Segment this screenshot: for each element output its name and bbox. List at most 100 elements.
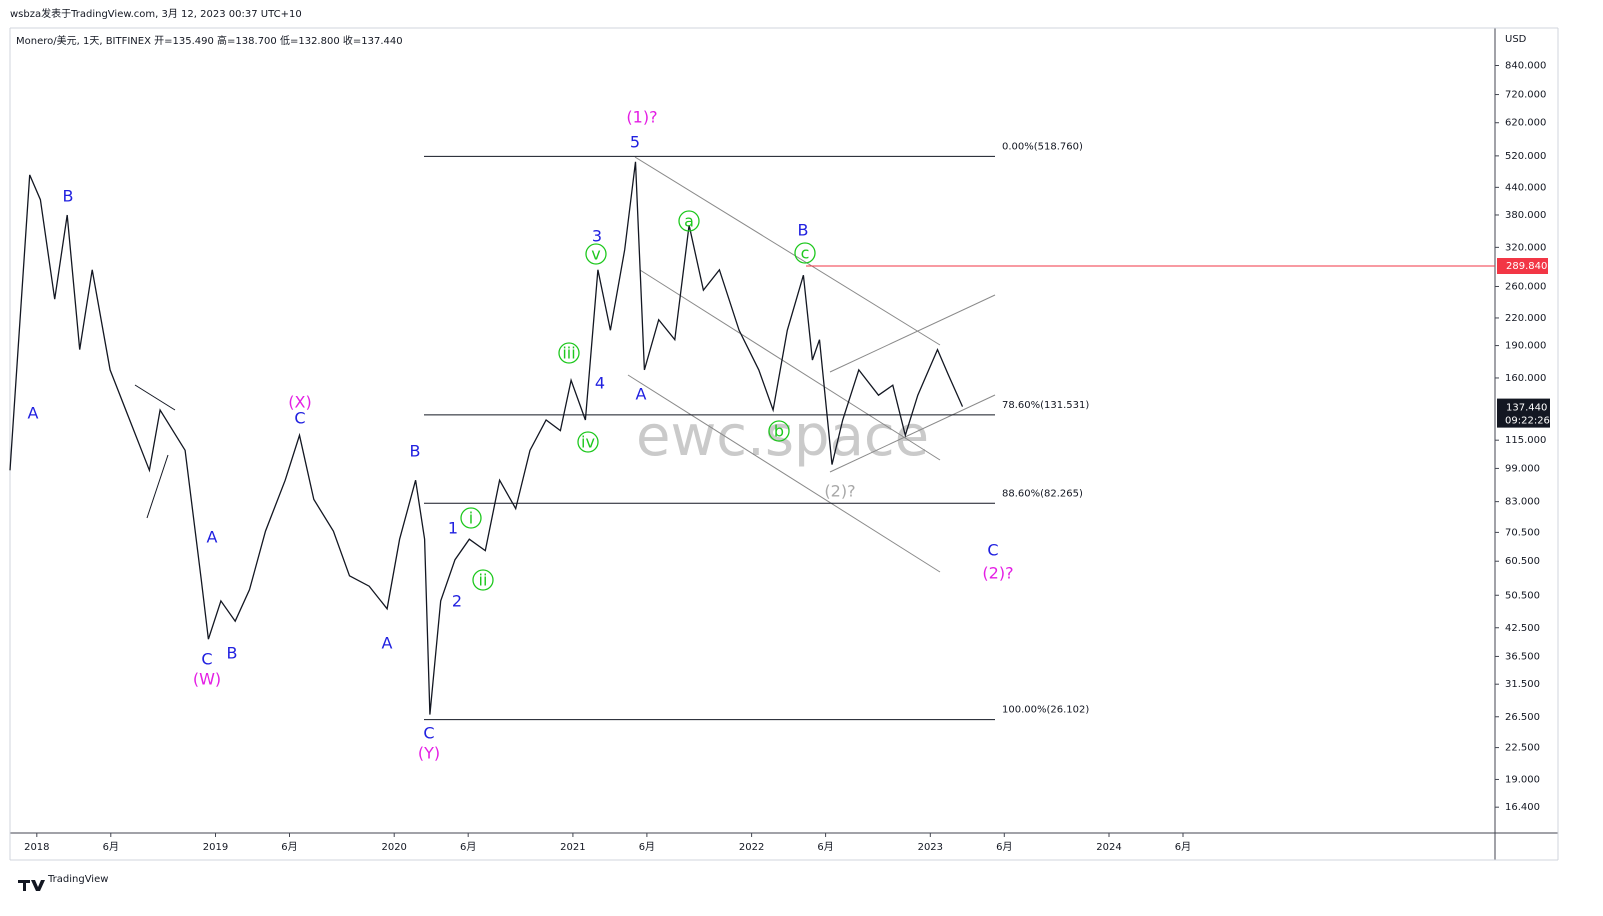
- wave-circle: [472, 569, 494, 591]
- y-tick-label: 36.500: [1505, 651, 1540, 662]
- wave-label: iv: [581, 433, 595, 452]
- x-tick-label: 2018: [24, 842, 49, 853]
- wave-label: a: [684, 212, 694, 231]
- last-price-badge: [1497, 398, 1550, 428]
- x-tick-label: 6月: [103, 841, 119, 853]
- trend-line: [134, 384, 176, 411]
- wave-label: 4: [595, 374, 605, 393]
- price-line-badge: [1497, 258, 1548, 275]
- wave-label: B: [410, 442, 421, 461]
- y-tick-label: 160.000: [1505, 373, 1546, 384]
- y-tick-label: 16.400: [1505, 802, 1540, 813]
- x-tick-label: 6月: [639, 841, 655, 853]
- fib-label: 0.00%(518.760): [1002, 141, 1083, 152]
- wave-label: B: [227, 644, 238, 663]
- y-tick-label: 70.500: [1505, 527, 1540, 538]
- wave-label: C: [201, 650, 212, 669]
- wave-circle: [585, 243, 607, 265]
- price-line-label: 289.840: [1506, 261, 1547, 272]
- header: wsbza发表于TradingView.com, 3月 12, 2023 00:…: [10, 7, 302, 20]
- wave-label: ii: [479, 571, 488, 590]
- y-tick-label: 60.500: [1505, 556, 1540, 567]
- unit-label: USD: [1505, 34, 1527, 45]
- wave-label: A: [207, 528, 218, 547]
- y-tick-label: 440.000: [1505, 182, 1546, 193]
- y-tick-label: 83.000: [1505, 497, 1540, 508]
- y-tick-label: 190.000: [1505, 341, 1546, 352]
- wave-label: 3: [592, 227, 602, 246]
- y-tick-label: 50.500: [1505, 590, 1540, 601]
- y-tick-label: 380.000: [1505, 210, 1546, 221]
- wave-label: 2: [452, 592, 462, 611]
- x-tick-label: 6月: [460, 841, 476, 853]
- wave-circle: [794, 242, 816, 264]
- y-tick-label: 99.000: [1505, 463, 1540, 474]
- y-tick-label: 620.000: [1505, 118, 1546, 129]
- trend-line: [829, 394, 996, 473]
- wave-label: C: [294, 409, 305, 428]
- countdown: 09:22:26: [1505, 416, 1550, 427]
- wave-label: v: [591, 245, 600, 264]
- fib-label: 88.60%(82.265): [1002, 488, 1083, 499]
- fib-label: 78.60%(131.531): [1002, 400, 1089, 411]
- wave-label: (2)?: [982, 564, 1013, 583]
- trend-line: [829, 294, 996, 373]
- wave-circle: [577, 431, 599, 453]
- wave-circle: [460, 507, 482, 529]
- x-tick-label: 2020: [381, 842, 406, 853]
- trend-line: [146, 454, 169, 519]
- y-tick-label: 22.500: [1505, 743, 1540, 754]
- y-tick-label: 31.500: [1505, 679, 1540, 690]
- wave-label: B: [63, 187, 74, 206]
- x-tick-label: 2019: [203, 842, 228, 853]
- x-tick-label: 2022: [739, 842, 764, 853]
- y-tick-label: 19.000: [1505, 774, 1540, 785]
- brand: TradingView: [47, 874, 108, 885]
- x-tick-label: 6月: [817, 841, 833, 853]
- wave-label: c: [801, 244, 810, 263]
- fib-label: 100.00%(26.102): [1002, 705, 1089, 716]
- wave-label: A: [382, 634, 393, 653]
- last-price-label: 137.440: [1506, 403, 1547, 414]
- wave-label: C: [987, 541, 998, 560]
- wave-circle: [558, 342, 580, 364]
- y-tick-label: 260.000: [1505, 281, 1546, 292]
- y-tick-label: 26.500: [1505, 712, 1540, 723]
- wave-label: i: [469, 509, 473, 528]
- wave-label: B: [798, 221, 809, 240]
- y-tick-label: 115.000: [1505, 435, 1546, 446]
- wave-circle: [768, 420, 790, 442]
- wave-label: A: [28, 404, 39, 423]
- y-tick-label: 42.500: [1505, 623, 1540, 634]
- wave-label: (W): [193, 670, 221, 689]
- price-line-series: [9, 161, 964, 715]
- wave-label: 1: [448, 519, 458, 538]
- symbol-info: Monero/美元, 1天, BITFINEX 开=135.490 高=138.…: [16, 34, 403, 47]
- wave-label: (X): [288, 393, 311, 412]
- y-tick-label: 840.000: [1505, 61, 1546, 72]
- wave-label: C: [423, 724, 434, 743]
- x-tick-label: 2021: [560, 842, 585, 853]
- wave-circle: [678, 210, 700, 232]
- y-tick-label: 220.000: [1505, 313, 1546, 324]
- y-tick-label: 320.000: [1505, 242, 1546, 253]
- x-tick-label: 6月: [996, 841, 1012, 853]
- wave-label: (2)?: [824, 482, 855, 501]
- wave-label: 5: [630, 133, 640, 152]
- y-tick-label: 720.000: [1505, 90, 1546, 101]
- x-tick-label: 6月: [1175, 841, 1191, 853]
- trend-lines: [134, 156, 996, 573]
- wave-label: b: [774, 422, 784, 441]
- wave-label: (1)?: [626, 108, 657, 127]
- x-tick-label: 6月: [281, 841, 297, 853]
- wave-label: iii: [562, 344, 575, 363]
- wave-label: A: [636, 385, 647, 404]
- trend-line: [627, 374, 941, 573]
- trend-line: [634, 156, 941, 346]
- brand-logo: [18, 880, 45, 891]
- trend-line: [639, 269, 941, 461]
- wave-label: (Y): [418, 744, 440, 763]
- x-tick-label: 2024: [1096, 842, 1121, 853]
